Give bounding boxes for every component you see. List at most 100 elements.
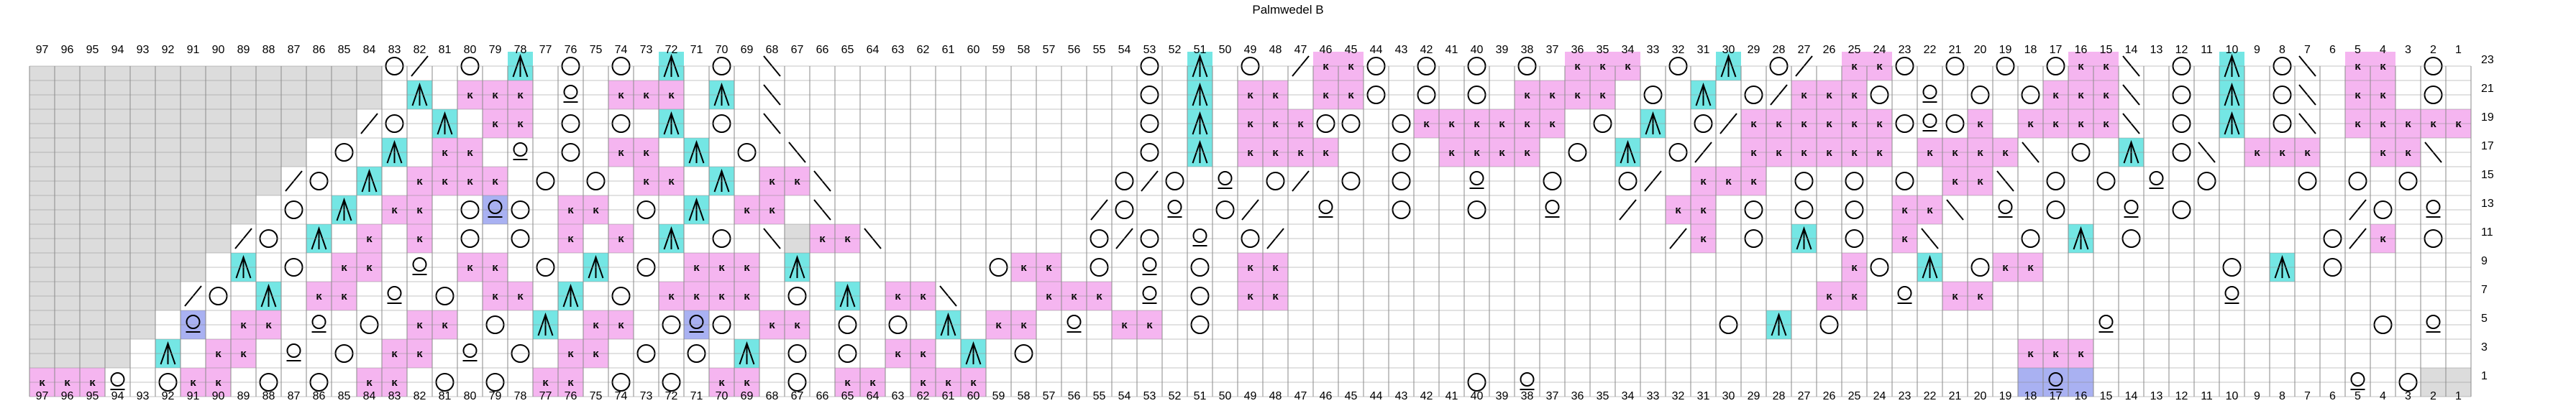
purl-symbol: ĸ xyxy=(1247,262,1253,274)
column-number-bottom: 19 xyxy=(1999,390,2012,402)
purl-symbol: ĸ xyxy=(416,348,423,360)
row-number: 11 xyxy=(2481,226,2493,239)
purl-symbol: ĸ xyxy=(391,204,398,216)
column-number-bottom: 80 xyxy=(464,390,477,402)
purl-symbol: ĸ xyxy=(1020,262,1027,274)
purl-symbol: ĸ xyxy=(895,290,901,303)
column-number-top: 43 xyxy=(1395,44,1408,56)
column-number-bottom: 50 xyxy=(1219,390,1232,402)
column-number-top: 31 xyxy=(1697,44,1710,56)
purl-symbol: ĸ xyxy=(1876,147,1883,159)
cdd-symbol xyxy=(663,226,680,250)
purl-symbol: ĸ xyxy=(2380,60,2386,73)
purl-symbol: ĸ xyxy=(1801,118,1807,130)
purl-symbol: ĸ xyxy=(1020,319,1027,331)
column-number-top: 72 xyxy=(665,44,678,56)
column-number-top: 47 xyxy=(1294,44,1307,56)
column-number-top: 25 xyxy=(1848,44,1861,56)
purl-symbol: ĸ xyxy=(467,89,473,101)
purl-symbol: ĸ xyxy=(844,233,851,245)
purl-symbol: ĸ xyxy=(391,377,398,389)
purl-symbol: ĸ xyxy=(567,348,574,360)
column-number-bottom: 56 xyxy=(1068,390,1081,402)
purl-symbol: ĸ xyxy=(64,377,70,389)
column-number-bottom: 47 xyxy=(1294,390,1307,402)
column-number-top: 4 xyxy=(2380,44,2386,56)
purl-symbol: ĸ xyxy=(416,175,423,188)
cdd-symbol xyxy=(1771,312,1787,336)
cdd-symbol xyxy=(688,197,705,221)
purl-symbol: ĸ xyxy=(1524,89,1530,101)
twisted-symbol xyxy=(186,315,201,329)
column-number-bottom: 9 xyxy=(2254,390,2260,402)
purl-symbol: ĸ xyxy=(240,319,247,331)
twisted-symbol xyxy=(2426,315,2441,329)
purl-symbol: ĸ xyxy=(517,290,524,303)
column-number-top: 83 xyxy=(388,44,401,56)
column-number-bottom: 69 xyxy=(741,390,754,402)
twisted-symbol xyxy=(1922,85,1937,99)
column-number-top: 8 xyxy=(2279,44,2285,56)
row-number: 1 xyxy=(2481,370,2488,382)
column-number-bottom: 93 xyxy=(137,390,150,402)
purl-symbol: ĸ xyxy=(643,175,649,188)
column-number-bottom: 49 xyxy=(1244,390,1257,402)
row-number: 5 xyxy=(2481,313,2488,325)
cdd-symbol xyxy=(336,197,352,221)
row-number: 19 xyxy=(2481,111,2494,124)
purl-symbol: ĸ xyxy=(618,233,624,245)
purl-symbol: ĸ xyxy=(442,319,448,331)
column-number-bottom: 95 xyxy=(86,390,99,402)
column-number-top: 65 xyxy=(841,44,854,56)
column-number-bottom: 62 xyxy=(917,390,930,402)
purl-symbol: ĸ xyxy=(1851,118,1858,130)
column-number-bottom: 67 xyxy=(791,390,804,402)
column-number-bottom: 24 xyxy=(1873,390,1886,402)
cdd-symbol xyxy=(588,254,604,279)
purl-symbol: ĸ xyxy=(1599,89,1606,101)
purl-symbol: ĸ xyxy=(1952,175,1958,188)
column-number-top: 20 xyxy=(1974,44,1987,56)
column-number-bottom: 8 xyxy=(2279,390,2285,402)
twisted-symbol xyxy=(286,343,301,358)
purl-symbol: ĸ xyxy=(467,262,473,274)
column-number-top: 76 xyxy=(565,44,577,56)
purl-symbol: ĸ xyxy=(1750,118,1757,130)
purl-symbol: ĸ xyxy=(467,175,473,188)
purl-symbol: ĸ xyxy=(593,319,599,331)
row-number: 15 xyxy=(2481,169,2494,181)
column-number-top: 73 xyxy=(640,44,653,56)
row-number: 23 xyxy=(2481,54,2494,66)
cdd-symbol xyxy=(1796,226,1812,250)
twisted-symbol xyxy=(2098,315,2114,329)
column-number-bottom: 21 xyxy=(1949,390,1962,402)
purl-symbol: ĸ xyxy=(1977,290,1983,303)
column-number-bottom: 17 xyxy=(2050,390,2063,402)
column-number-top: 3 xyxy=(2405,44,2411,56)
column-number-bottom: 84 xyxy=(363,390,376,402)
column-number-bottom: 57 xyxy=(1043,390,1056,402)
column-number-top: 37 xyxy=(1546,44,1559,56)
purl-symbol: ĸ xyxy=(1952,290,1958,303)
purl-symbol: ĸ xyxy=(1323,60,1329,73)
purl-symbol: ĸ xyxy=(1977,118,1983,130)
twisted-symbol xyxy=(387,286,402,300)
twisted-symbol xyxy=(1142,286,1157,300)
cdd-symbol xyxy=(386,139,403,164)
column-number-bottom: 75 xyxy=(590,390,603,402)
column-number-top: 21 xyxy=(1949,44,1962,56)
purl-symbol: ĸ xyxy=(190,377,196,389)
column-number-bottom: 12 xyxy=(2175,390,2188,402)
column-number-top: 96 xyxy=(61,44,74,56)
column-number-top: 51 xyxy=(1194,44,1207,56)
purl-symbol: ĸ xyxy=(567,377,574,389)
column-number-top: 27 xyxy=(1798,44,1811,56)
purl-symbol: ĸ xyxy=(1524,147,1530,159)
purl-symbol: ĸ xyxy=(1801,147,1807,159)
purl-symbol: ĸ xyxy=(1549,89,1556,101)
column-number-bottom: 11 xyxy=(2201,390,2213,402)
purl-symbol: ĸ xyxy=(2052,118,2059,130)
column-number-top: 30 xyxy=(1722,44,1735,56)
purl-symbol: ĸ xyxy=(2355,89,2361,101)
purl-symbol: ĸ xyxy=(920,377,926,389)
